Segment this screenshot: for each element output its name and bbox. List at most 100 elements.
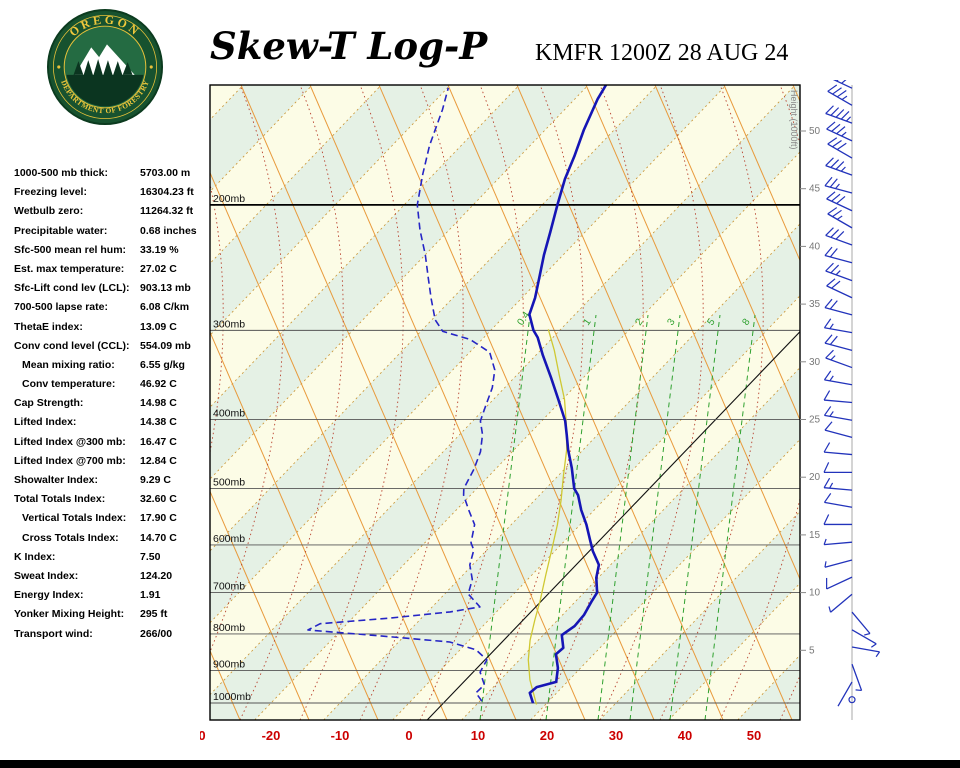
temp-axis-label: -20 [262,728,281,743]
stat-label: Energy Index: [14,589,84,602]
wind-barb-icon [851,611,871,634]
height-label: 5 [809,645,815,656]
dry-adiabats [210,85,800,720]
wind-barb-icon [826,128,853,142]
logo-scene [65,44,145,107]
wind-barb-icon [827,213,853,229]
wind-barb-icon [826,75,853,89]
stat-label: Showalter Index: [14,474,99,486]
stat-row: Conv cond level (CCL): 554.09 mb [14,337,210,356]
stat-label: Conv temperature: [22,378,116,391]
stat-row: K Index: 7.50 [14,548,210,567]
wind-barb-icon [824,559,853,568]
height-axis-title: Height (1000ft) [789,90,799,150]
height-label: 10 [809,588,821,599]
wind-barb-icon [824,185,853,194]
stat-row: Sfc-500 mean rel hum: 33.19 % [14,241,210,260]
stat-label: Precipitable water: [14,224,108,237]
wind-barb-icon [824,399,853,404]
stat-row: 700-500 lapse rate: 6.08 C/km [14,298,210,317]
skewt-chart: 0.4 1 2 3 5 8 200mb 300mb 400mb 500mb 600mb 700mb 80… [198,68,958,752]
mixing-ratio-label: 1 [581,316,593,327]
wind-barb-icon [824,254,853,264]
stat-row: Wetbulb zero: 11264.32 ft [14,202,210,221]
wind-barb-icon [824,327,853,334]
height-label: 45 [809,184,821,195]
height-label: 15 [809,530,821,541]
temp-axis: 0 -20 -10 0 10 20 30 40 50 [198,728,761,743]
stat-value: 6.08 C/km [140,301,190,314]
wind-barb-icon [824,451,853,456]
wind-barb-icon [825,112,853,124]
stat-value: 46.92 C [140,378,177,391]
stat-label: Conv cond level (CCL): [14,339,130,352]
height-label: 40 [809,241,821,252]
stat-row: 1000-500 mb thick: 5703.00 m [14,164,210,183]
wind-barb-icon [851,663,863,691]
stat-label: Est. max temperature: [14,262,125,275]
wind-barb-icon [825,164,853,176]
wind-barb-icon [825,234,853,246]
temperature-trace [528,85,608,704]
temp-axis-label: 30 [609,728,623,743]
wind-barb-icon [827,90,853,106]
stat-label: Sfc-500 mean rel hum: [14,243,127,256]
stat-label: Sfc-Lift cond lev (LCL): [14,282,130,295]
pressure-label: 900mb [213,658,245,670]
pressure-label: 1000mb [213,691,251,703]
station-id-line: KMFR 1200Z 28 AUG 24 [535,40,789,66]
tree-icon [112,61,123,76]
wind-barb-icon [824,414,853,421]
stat-label: Mean mixing ratio: [22,358,115,371]
stat-row: Cap Strength: 14.98 C [14,394,210,413]
tree-icon [73,61,84,75]
tree-icon [122,62,133,75]
wind-barb-icon [824,306,853,316]
wind-barb-icon [827,143,853,159]
pressure-label: 200mb [213,193,245,205]
stat-row: Total Totals Index: 32.60 C [14,490,210,509]
stat-value: 266/00 [140,627,173,640]
stat-row: Showalter Index: 9.29 C [14,471,210,490]
stat-row: Precipitable water: 0.68 inches [14,222,210,241]
height-label: 30 [809,357,821,368]
mixing-ratio-label: 5 [705,316,717,327]
stat-value: 32.60 C [140,493,177,506]
wind-barb-icon [851,646,880,653]
parcel-trace [527,329,568,705]
stat-value: 0.68 inches [140,224,197,237]
page-title: Skew-T Log-P [210,24,488,68]
stat-label: 700-500 lapse rate: [14,301,108,314]
pressure-lines [210,203,800,704]
stat-value: 14.38 C [140,416,177,429]
stat-value: 11264.32 ft [140,205,194,218]
stat-value: 5703.00 m [140,167,191,179]
height-label: 35 [809,299,821,310]
height-axis: 50 45 40 35 30 25 20 15 10 5 Height (1000ft) [789,90,821,656]
stat-label: Yonker Mixing Height: [14,608,125,621]
stat-row: Lifted Index @300 mb: 16.47 C [14,433,210,452]
stat-label: Freezing level: [14,186,87,199]
wind-barb-icon [824,541,853,546]
pressure-label: 600mb [213,533,245,545]
stat-row: Cross Totals Index: 14.70 C [14,529,210,548]
stat-value: 9.29 C [140,474,171,486]
calm-wind-icon [848,696,856,704]
isotherm-bands [210,85,800,720]
stat-value: 33.19 % [140,243,179,256]
stat-label: Lifted Index @700 mb: [14,454,126,467]
temp-axis-label: 40 [678,728,692,743]
pressure-label: 300mb [213,318,245,330]
pressure-label: 800mb [213,622,245,634]
stat-value: 903.13 mb [140,282,191,295]
stat-value: 16.47 C [140,435,177,448]
stat-value: 17.90 C [140,512,177,525]
stat-value: 124.20 [140,569,173,582]
stat-label: Lifted Index @300 mb: [14,435,126,448]
stat-row: Transport wind: 266/00 [14,625,210,644]
mixing-ratio-label: 8 [740,316,752,327]
stat-row: Conv temperature: 46.92 C [14,375,210,394]
skewt-svg: 0.4 1 2 3 5 8200mb300mb400mb500mb600mb700mb80… [198,68,881,743]
stat-row: Sfc-Lift cond lev (LCL): 903.13 mb [14,279,210,298]
pressure-label: 400mb [213,407,245,419]
